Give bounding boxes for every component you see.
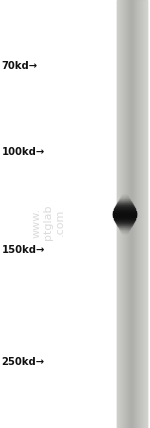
Bar: [125, 0, 126, 428]
Bar: [113, 212, 136, 213]
Bar: [116, 205, 133, 206]
Bar: [114, 217, 135, 218]
Bar: [135, 0, 136, 428]
Bar: [128, 0, 129, 428]
Text: 100kd→: 100kd→: [2, 147, 45, 157]
Bar: [141, 0, 142, 428]
Bar: [143, 0, 144, 428]
Bar: [119, 228, 130, 229]
Bar: [113, 213, 136, 214]
Bar: [120, 198, 129, 199]
Bar: [140, 0, 141, 428]
Bar: [138, 0, 139, 428]
Bar: [126, 0, 127, 428]
Bar: [119, 0, 120, 428]
Bar: [122, 194, 128, 195]
Text: 150kd→: 150kd→: [2, 245, 45, 256]
Bar: [144, 0, 145, 428]
Bar: [119, 200, 130, 201]
Bar: [134, 0, 135, 428]
Bar: [116, 204, 133, 205]
Bar: [121, 231, 128, 232]
Bar: [117, 224, 132, 225]
Bar: [129, 0, 130, 428]
Bar: [113, 214, 136, 215]
Bar: [119, 227, 130, 228]
Bar: [133, 0, 134, 428]
Bar: [120, 229, 129, 230]
Bar: [117, 203, 132, 204]
Bar: [116, 223, 133, 224]
Bar: [119, 228, 130, 229]
Bar: [115, 207, 134, 208]
Bar: [122, 233, 128, 234]
Bar: [122, 0, 123, 428]
Bar: [117, 224, 132, 225]
Bar: [115, 221, 134, 222]
Bar: [113, 214, 136, 215]
Bar: [117, 0, 118, 428]
Bar: [119, 199, 130, 200]
Bar: [118, 201, 131, 202]
Bar: [120, 230, 129, 231]
Bar: [121, 232, 128, 233]
Bar: [118, 226, 131, 227]
Bar: [114, 219, 135, 220]
Bar: [117, 203, 132, 204]
Bar: [113, 215, 136, 216]
Bar: [120, 198, 129, 199]
Bar: [114, 208, 135, 209]
Bar: [144, 0, 145, 428]
Bar: [120, 197, 129, 198]
Bar: [114, 218, 135, 220]
Bar: [119, 0, 120, 428]
Bar: [117, 202, 132, 203]
Bar: [115, 220, 134, 221]
Bar: [113, 213, 136, 214]
Bar: [121, 195, 128, 196]
Bar: [115, 220, 134, 221]
Text: 70kd→: 70kd→: [2, 61, 38, 71]
Bar: [142, 0, 143, 428]
Bar: [131, 0, 132, 428]
Bar: [116, 222, 133, 223]
Bar: [120, 0, 121, 428]
Bar: [115, 207, 134, 208]
Bar: [117, 225, 132, 226]
Bar: [146, 0, 147, 428]
Bar: [121, 196, 128, 197]
Bar: [113, 216, 136, 217]
Bar: [137, 0, 138, 428]
Text: 250kd→: 250kd→: [2, 357, 45, 367]
Text: www.
ptglab
.com: www. ptglab .com: [31, 205, 65, 240]
Bar: [114, 218, 135, 219]
Bar: [130, 0, 131, 428]
Bar: [114, 210, 135, 211]
Bar: [132, 0, 133, 428]
Bar: [145, 0, 146, 428]
Bar: [113, 211, 136, 212]
Bar: [116, 222, 133, 223]
Bar: [136, 0, 137, 428]
Bar: [114, 209, 135, 210]
Bar: [121, 0, 122, 428]
Bar: [120, 229, 129, 230]
Bar: [116, 205, 133, 206]
Bar: [139, 0, 140, 428]
Bar: [118, 0, 119, 428]
Bar: [124, 0, 125, 428]
Bar: [119, 199, 130, 200]
Bar: [136, 0, 137, 428]
Bar: [114, 208, 135, 210]
Bar: [123, 0, 124, 428]
Bar: [127, 0, 128, 428]
Bar: [115, 206, 134, 207]
